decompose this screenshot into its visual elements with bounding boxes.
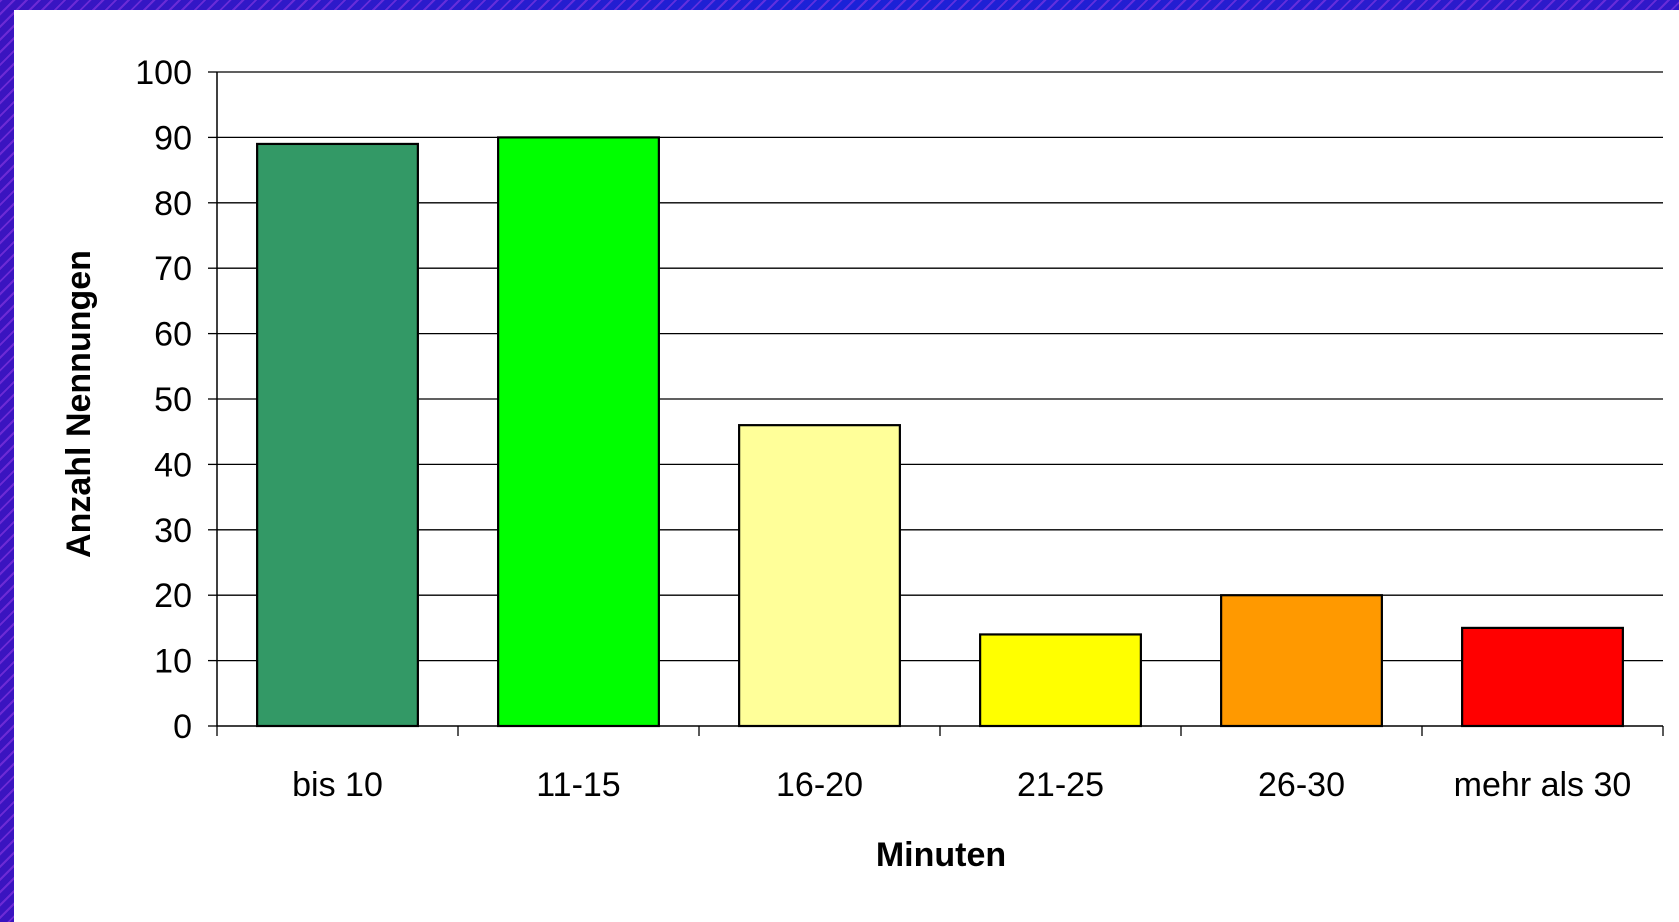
- y-tick-label: 30: [154, 512, 192, 550]
- y-tick-label: 60: [154, 316, 192, 354]
- y-tick-label: 80: [154, 185, 192, 223]
- x-tick-label: mehr als 30: [1454, 766, 1632, 804]
- bar-mehr-als-30: [1461, 626, 1624, 728]
- y-axis-title: Anzahl Nennungen: [60, 250, 98, 558]
- y-tick-labels: 0 10 20 30 40 50 60 70 80 90 100: [135, 54, 192, 746]
- y-tick-label: 0: [173, 708, 192, 746]
- bar-11-15: [497, 136, 660, 728]
- bar-21-25: [979, 633, 1142, 728]
- bars: [256, 136, 1624, 728]
- x-axis-title: Minuten: [876, 836, 1006, 874]
- gridlines: [217, 71, 1663, 662]
- x-tick-label: 26-30: [1258, 766, 1345, 804]
- y-tick-label: 10: [154, 643, 192, 681]
- x-tick-label: bis 10: [292, 766, 383, 804]
- bar-bis-10: [256, 142, 419, 728]
- y-tick-label: 90: [154, 119, 192, 157]
- axes: [208, 71, 1664, 736]
- y-tick-label: 20: [154, 577, 192, 615]
- y-tick-label: 40: [154, 446, 192, 484]
- bar-16-20: [738, 424, 901, 728]
- x-tick-label: 21-25: [1017, 766, 1104, 804]
- y-tick-label: 70: [154, 250, 192, 288]
- bar-26-30: [1220, 594, 1383, 728]
- y-tick-label: 100: [135, 54, 192, 92]
- x-tick-label: 11-15: [536, 766, 620, 804]
- x-tick-labels: bis 10 11-15 16-20 21-25 26-30 mehr als 30: [292, 766, 1631, 804]
- y-tick-label: 50: [154, 381, 192, 419]
- x-tick-label: 16-20: [776, 766, 863, 804]
